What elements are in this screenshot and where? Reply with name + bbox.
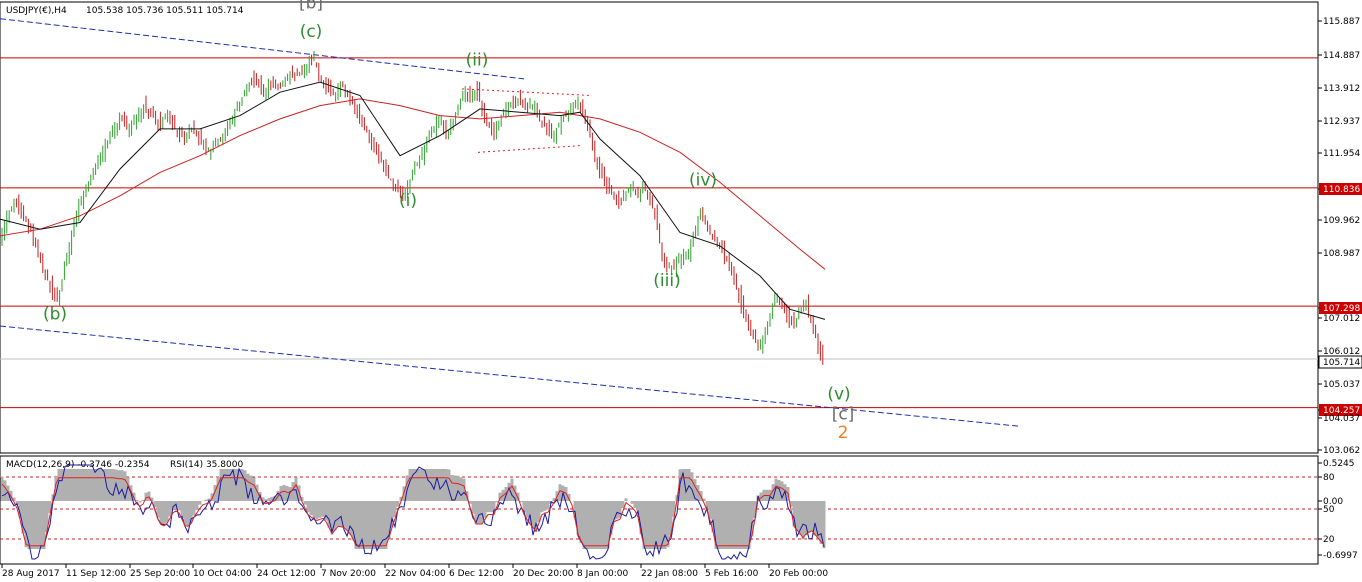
time-tick-label: 20 Dec 20:00	[513, 569, 574, 579]
time-tick-label: 8 Jan 00:00	[577, 569, 629, 579]
triangle-line	[461, 88, 593, 97]
price-marker	[1319, 404, 1362, 416]
indicator-tick-label: 0.00	[1323, 497, 1343, 507]
wave-label: (ii)	[466, 50, 489, 70]
wave-label: 2	[838, 423, 849, 443]
time-tick-label: 24 Oct 12:00	[257, 569, 316, 579]
wave-label: (iv)	[689, 171, 717, 191]
wave-label: (i)	[399, 191, 417, 211]
price-tick-label: 104.037	[1323, 414, 1360, 424]
wave-label: [b]	[299, 0, 323, 14]
wave-label: (v)	[827, 385, 850, 405]
time-tick-label: 7 Nov 20:00	[321, 569, 376, 579]
price-tick-label: 111.954	[1323, 149, 1360, 159]
wave-label: (b)	[43, 304, 67, 324]
price-tick-label: 105.714	[1323, 358, 1360, 368]
price-marker	[1319, 302, 1362, 314]
price-tick-label: 110.836	[1323, 185, 1360, 195]
price-tick-label: 105.037	[1323, 380, 1360, 390]
price-panel-frame	[0, 1, 1319, 454]
macd-signal-line	[1, 477, 825, 547]
price-layer	[0, 18, 1318, 427]
price-tick-label: 106.012	[1323, 347, 1360, 357]
price-tick-label: 112.937	[1323, 117, 1360, 127]
time-tick-label: 11 Sep 12:00	[66, 569, 126, 579]
time-axis: 28 Aug 2017 11 Sep 12:00 25 Sep 20:00 10 Oc…	[1, 564, 828, 579]
time-tick-label: 25 Sep 20:00	[130, 569, 190, 579]
price-tick-label: 107.298	[1323, 304, 1360, 314]
rsi-label: RSI(14) 35.8000	[170, 460, 243, 470]
macd-label: MACD(12,26,9) -0.3746 -0.2354	[6, 460, 150, 470]
indicator-tick-label: 0.5245	[1323, 459, 1355, 469]
indicator-tick-label: 50	[1323, 505, 1335, 515]
time-tick-label: 22 Jan 08:00	[641, 569, 698, 579]
wave-labels: [b] (c) (ii) (i) (iv) (iii) (b) (v)[c]2	[43, 0, 854, 443]
time-tick-label: 6 Dec 12:00	[449, 569, 504, 579]
price-tick-label: 107.012	[1323, 314, 1360, 324]
price-tick-label: 104.257	[1323, 406, 1360, 416]
time-tick-label: 20 Feb 00:00	[769, 569, 828, 579]
indicator-tick-label: -0.6997	[1323, 551, 1358, 561]
price-tick-label: 103.062	[1323, 446, 1360, 456]
ohlc-values: 105.538 105.736 105.511 105.714	[86, 6, 244, 16]
symbol-info: USDJPY(€),H4	[6, 6, 67, 16]
axis-layer: 115.887 114.887 113.912 112.937 111.954 110.8…	[1318, 17, 1362, 456]
time-tick-label: 22 Nov 04:00	[385, 569, 446, 579]
wave-label: (c)	[300, 22, 323, 42]
price-tick-label: 114.887	[1323, 51, 1360, 61]
channel-line	[0, 18, 525, 80]
time-tick-label: 5 Feb 16:00	[705, 569, 759, 579]
time-tick-label: 10 Oct 04:00	[193, 569, 252, 579]
price-marker	[1318, 355, 1362, 369]
price-tick-label: 109.962	[1323, 216, 1360, 226]
ma-fast-line	[0, 81, 826, 320]
price-tick-label: 113.912	[1323, 84, 1360, 94]
price-marker	[1319, 183, 1362, 195]
ma-slow-line	[0, 98, 826, 270]
indicator-tick-label: 80	[1323, 473, 1335, 483]
indicator-tick-label: 20	[1323, 535, 1335, 545]
time-tick-label: 28 Aug 2017	[2, 569, 60, 579]
wave-label: [c]	[832, 405, 855, 425]
wave-label: (iii)	[653, 271, 680, 291]
price-tick-label: 108.987	[1323, 249, 1360, 259]
triangle-line	[477, 145, 581, 153]
price-tick-label: 115.887	[1323, 17, 1360, 27]
